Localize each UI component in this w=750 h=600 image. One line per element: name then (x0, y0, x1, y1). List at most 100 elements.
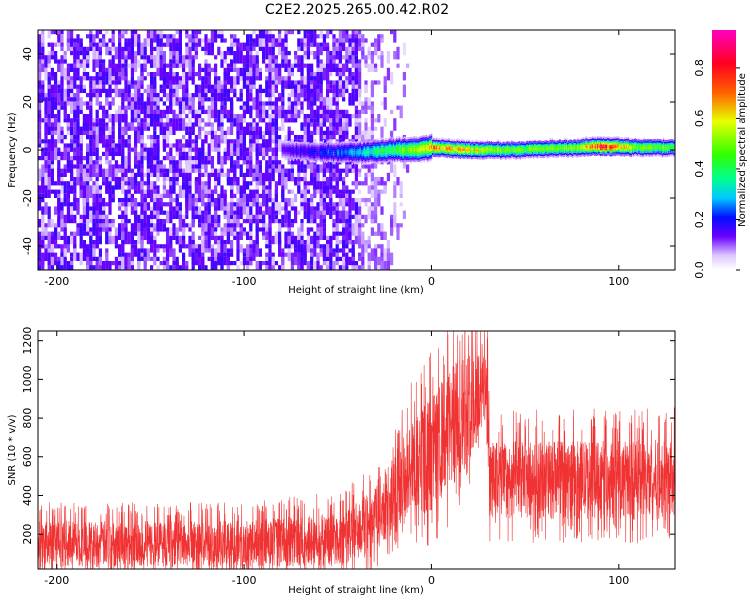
signal-band-cell (303, 155, 305, 158)
signal-band-cell (351, 149, 353, 152)
signal-band-cell (374, 147, 376, 150)
spectrogram-cell (95, 210, 99, 219)
signal-band-cell (395, 153, 398, 156)
spectrogram-cell (201, 210, 205, 215)
spectrogram-cell (322, 63, 326, 68)
signal-band-cell (359, 161, 362, 164)
signal-band-cell (345, 156, 347, 159)
spectrogram-cell (230, 42, 234, 47)
signal-band-cell (319, 152, 321, 155)
signal-band-cell (354, 153, 356, 155)
signal-band-cell (289, 145, 292, 148)
spectrogram-cell (198, 101, 202, 106)
spectrogram-cell (214, 265, 218, 270)
signal-band-cell (407, 137, 409, 139)
signal-band-cell (353, 152, 355, 155)
signal-band-cell (414, 154, 416, 157)
spectrogram-cell (252, 122, 256, 127)
signal-band-cell (334, 158, 336, 161)
signal-band-cell (403, 140, 405, 143)
spectrogram-cell (130, 210, 134, 215)
signal-band-cell (296, 141, 298, 144)
spectrogram-cell (342, 185, 346, 190)
signal-band-cell (309, 160, 311, 163)
spectrogram-cell (201, 147, 205, 156)
spectrogram-cell (76, 227, 80, 236)
signal-band-cell (373, 150, 375, 152)
signal-band-cell (284, 141, 286, 144)
spectrogram-cell (66, 151, 70, 165)
signal-band-cell (378, 151, 380, 154)
signal-band-cell (323, 159, 326, 161)
signal-band-cell (313, 158, 315, 161)
spectrogram-cell (255, 97, 259, 110)
spectrogram-cell (201, 46, 205, 51)
spectrogram-cell (271, 59, 275, 64)
signal-band-cell (293, 155, 296, 158)
spectrogram-cell (204, 223, 208, 232)
spectrogram-cell (156, 46, 160, 60)
spectrogram-cell (44, 59, 48, 64)
spectrogram-cell (367, 244, 371, 249)
signal-band-cell (292, 143, 295, 146)
spectrogram-cell (207, 189, 211, 194)
signal-band-cell (392, 157, 395, 160)
spectrogram-cell (178, 97, 182, 102)
spectrogram-cell (118, 42, 122, 47)
spectrogram-cell (249, 46, 253, 51)
signal-band-cell (295, 147, 297, 149)
signal-band-cell (404, 159, 406, 162)
spectrogram-cell (345, 130, 349, 135)
signal-band-cell (301, 159, 303, 161)
signal-band-cell (389, 140, 392, 143)
signal-band-cell (387, 148, 389, 151)
signal-band-cell (313, 143, 315, 146)
spectrogram-cell (306, 135, 310, 148)
spectrogram-cell (162, 202, 166, 207)
spectrogram-cell (233, 210, 237, 215)
spectrogram-cell (188, 46, 192, 60)
spectrogram-cell (44, 172, 48, 186)
spectrogram-cell (140, 156, 144, 165)
signal-band-cell (409, 140, 411, 143)
signal-band-cell (358, 141, 361, 143)
signal-band-cell (365, 147, 367, 150)
spectrogram-cell (134, 172, 138, 186)
spectrogram-cell (60, 235, 64, 240)
signal-band-cell (349, 156, 351, 158)
signal-band-cell (349, 150, 351, 153)
signal-band-cell (281, 142, 283, 145)
signal-band-cell (314, 158, 316, 161)
spectrogram-cell (268, 181, 272, 190)
signal-band-cell (367, 161, 369, 164)
signal-band-cell (319, 147, 321, 149)
signal-band-cell (407, 154, 409, 157)
signal-band-cell (379, 155, 381, 158)
spectrogram-cell (210, 130, 214, 135)
spectrogram-cell (246, 67, 250, 72)
spectrogram-cell (178, 114, 182, 119)
spectrogram-cell (198, 122, 202, 127)
spectrogram-cell (361, 130, 365, 135)
spectrogram-cell (351, 88, 355, 93)
spectrogram-cell (217, 198, 221, 211)
spectrogram-cell (348, 38, 352, 43)
signal-band-cell (326, 154, 329, 157)
signal-band-cell (374, 151, 376, 154)
signal-band-cell (338, 151, 340, 153)
signal-band-cell (329, 160, 331, 163)
spectrogram-cell (105, 185, 109, 194)
signal-band-cell (326, 158, 329, 161)
spectrogram-cell (159, 84, 163, 89)
spectrogram-cell (284, 46, 288, 60)
spectrogram-cell (105, 46, 109, 56)
spectrogram-cell (38, 122, 42, 131)
spectrogram-cell (76, 72, 80, 77)
spectrogram-cell (73, 269, 77, 270)
signal-band-cell (380, 157, 382, 160)
signal-band-cell (333, 144, 335, 147)
spectrogram-cell (143, 105, 147, 110)
spectrogram-cell (230, 97, 234, 106)
spectrogram-cell (290, 244, 294, 249)
spectrogram-cell (332, 135, 336, 140)
